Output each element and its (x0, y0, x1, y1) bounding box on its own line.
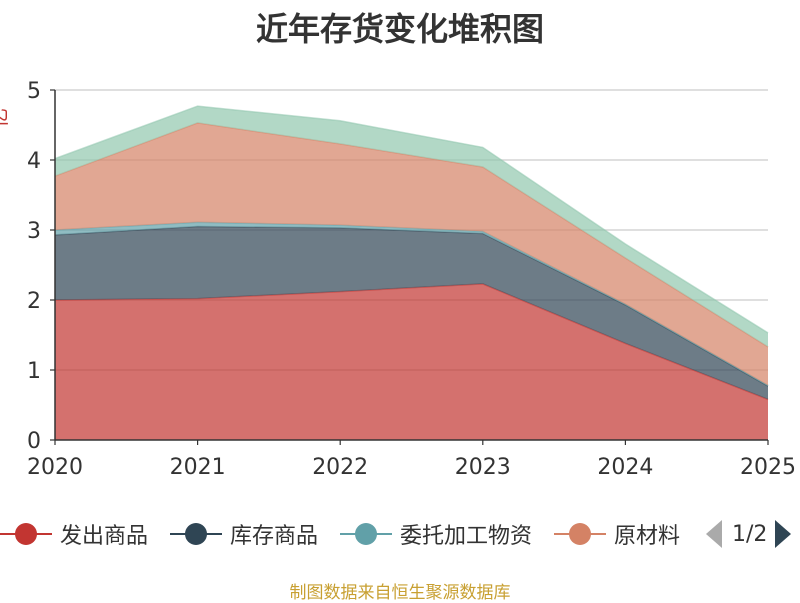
x-tick-label: 2023 (455, 455, 511, 480)
x-tick-label: 2020 (27, 455, 83, 480)
y-tick-label: 1 (27, 359, 41, 384)
series-line-4 (54, 105, 769, 334)
legend-dot (355, 523, 378, 545)
legend-next-icon[interactable] (775, 520, 792, 548)
area-series (54, 105, 769, 440)
tick-labels: 0 1 2 3 4 5 2020 2021 2022 2023 2024 2025 亿 (0, 79, 796, 480)
area-4 (55, 106, 768, 347)
legend-label: 发出商品 (60, 524, 149, 549)
legend-pager: 1/2 (700, 512, 800, 556)
y-tick-label: 0 (27, 429, 41, 454)
y-tick-label: 3 (27, 219, 41, 244)
legend-marker (554, 522, 607, 546)
legend-label: 原材料 (614, 524, 681, 549)
legend-marker (0, 522, 52, 546)
area-3 (55, 122, 768, 386)
legend-marker (340, 522, 393, 546)
legend-item[interactable]: 原材料 (554, 512, 680, 556)
legend-dot (185, 523, 208, 545)
y-tick-label: 5 (27, 79, 41, 104)
legend-item[interactable]: 发出商品 (0, 512, 148, 556)
y-axis-label: 亿 (0, 108, 11, 128)
legend-marker (170, 522, 223, 546)
x-tick-label: 2024 (597, 455, 653, 480)
legend-dot (569, 523, 592, 545)
axes (50, 89, 769, 445)
legend: 发出商品库存商品委托加工物资原材料其他 1/2 (0, 512, 800, 556)
x-tick-label: 2022 (312, 455, 368, 480)
source-note: 制图数据来自恒生聚源数据库 (289, 583, 511, 603)
legend-item[interactable]: 库存商品 (170, 512, 318, 556)
x-tick-label: 2021 (170, 455, 226, 480)
legend-dot (15, 523, 37, 545)
x-tick-label: 2025 (740, 455, 796, 480)
area-0 (55, 283, 768, 440)
legend-item[interactable]: 委托加工物资 (340, 512, 532, 556)
legend-page-indicator: 1/2 (732, 521, 768, 547)
legend-label: 库存商品 (230, 524, 319, 549)
area-1 (55, 226, 768, 400)
legend-items: 发出商品库存商品委托加工物资原材料其他 (0, 512, 688, 556)
y-tick-label: 2 (27, 289, 41, 314)
legend-label: 委托加工物资 (400, 524, 533, 549)
legend-prev-icon[interactable] (706, 520, 722, 548)
chart-title: 近年存货变化堆积图 (255, 10, 544, 48)
y-tick-label: 4 (27, 149, 41, 174)
